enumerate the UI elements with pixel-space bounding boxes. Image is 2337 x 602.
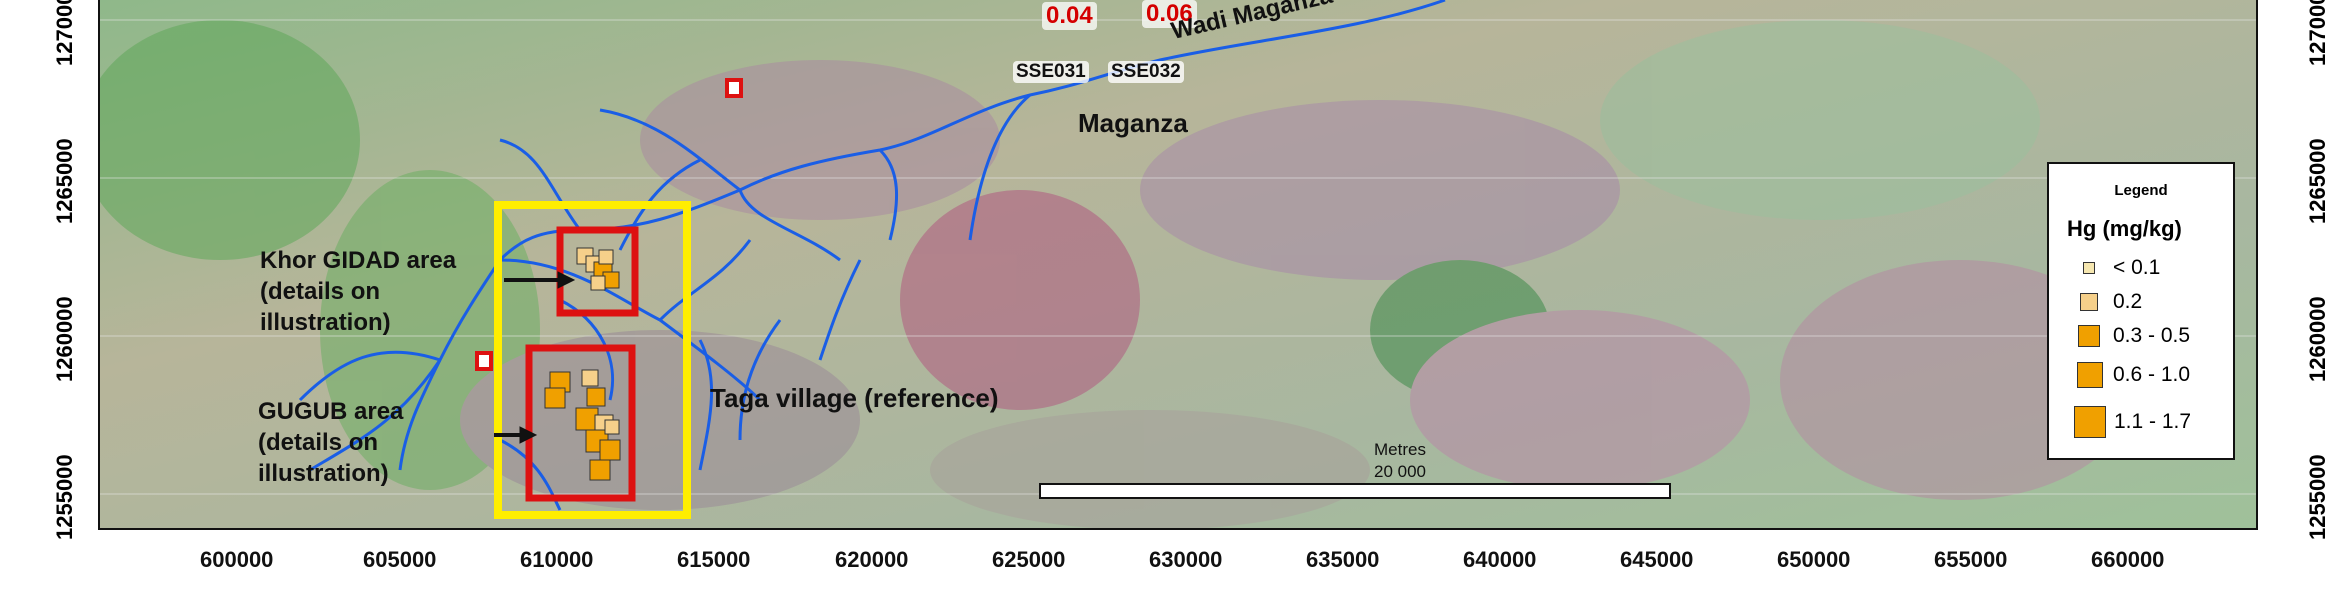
x-tick: 630000	[1149, 547, 1223, 572]
legend-label: 0.3 - 0.5	[2113, 324, 2191, 347]
khor-gidad-box	[556, 226, 639, 317]
maganza-label: Maganza	[1078, 108, 1188, 138]
scale-length: 20 000	[1374, 462, 1426, 481]
legend-item: 1.1 - 1.7	[2074, 406, 2192, 438]
legend-item: < 0.1	[2077, 256, 2160, 280]
annotation-arrows	[494, 271, 576, 444]
sample-value-2: 0.06	[1142, 0, 1197, 28]
scale-unit: Metres	[1374, 440, 1426, 459]
legend-item: 0.2	[2077, 290, 2142, 314]
site-code-sse031: SSE031	[1013, 61, 1089, 83]
gugub-label: GUGUB area (details on illustration)	[258, 396, 403, 489]
study-area-box	[494, 201, 691, 519]
scale-bar	[1039, 483, 1671, 499]
x-tick: 605000	[363, 547, 437, 572]
x-tick: 660000	[2091, 547, 2165, 572]
x-tick: 600000	[200, 547, 274, 572]
legend-label: 0.6 - 1.0	[2113, 363, 2191, 386]
khor-gidad-line-3: illustration)	[260, 309, 391, 336]
legend-symbol-xl	[2074, 406, 2106, 438]
x-tick: 640000	[1463, 547, 1537, 572]
y-tick: 1265000	[52, 138, 77, 224]
x-tick: 655000	[1934, 547, 2008, 572]
legend-label: < 0.1	[2113, 256, 2161, 279]
sample-value-1: 0.04	[1042, 2, 1097, 30]
khor-gidad-line-1: Khor GIDAD area	[260, 247, 457, 274]
legend-symbol-m	[2078, 325, 2100, 347]
terrain-patches	[100, 20, 2140, 528]
maganza-marker	[725, 78, 743, 98]
satellite-basemap	[100, 0, 2256, 528]
gugub-line-3: illustration)	[258, 460, 389, 487]
legend-label: 0.2	[2113, 290, 2143, 313]
x-tick: 635000	[1306, 547, 1380, 572]
y-tick: 1270000	[52, 0, 77, 66]
legend-item: 0.3 - 0.5	[2077, 324, 2190, 348]
x-tick: 645000	[1620, 547, 1694, 572]
gugub-line-2: (details on	[258, 429, 379, 456]
khor-gidad-line-2: (details on	[260, 278, 381, 305]
khor-gidad-label: Khor GIDAD area (details on illustration…	[260, 245, 456, 338]
x-tick: 625000	[992, 547, 1066, 572]
y-tick: 1270000	[2305, 0, 2330, 66]
y-tick: 1265000	[2305, 138, 2330, 224]
gugub-box	[525, 344, 636, 502]
x-tick: 610000	[520, 547, 594, 572]
map-canvas[interactable]: 0.04 0.06 SSE031 SSE032 Wadi Maganza Mag…	[98, 0, 2258, 530]
taga-village-label: Taga village (reference)	[710, 383, 999, 413]
legend-symbol-l	[2077, 362, 2103, 388]
legend-title: Legend	[2114, 182, 2168, 199]
site-code-sse032: SSE032	[1108, 61, 1184, 83]
x-tick: 650000	[1777, 547, 1851, 572]
x-tick: 615000	[677, 547, 751, 572]
y-tick: 1255000	[2305, 454, 2330, 540]
y-tick: 1260000	[52, 296, 77, 382]
legend-label: 1.1 - 1.7	[2114, 410, 2192, 433]
legend-panel: Legend Hg (mg/kg) < 0.1 0.2 0.3 - 0.5 0.…	[2047, 162, 2235, 460]
taga-marker	[475, 351, 493, 371]
hg-sample-symbols	[544, 247, 621, 481]
legend-symbol-xs	[2083, 262, 2095, 274]
legend-variable: Hg (mg/kg)	[2067, 216, 2182, 241]
y-tick: 1255000	[52, 454, 77, 540]
y-tick: 1260000	[2305, 296, 2330, 382]
legend-item: 0.6 - 1.0	[2077, 362, 2190, 388]
legend-symbol-s	[2080, 293, 2098, 311]
x-tick: 620000	[835, 547, 909, 572]
gugub-line-1: GUGUB area	[258, 398, 404, 425]
river-network	[298, 0, 1446, 511]
